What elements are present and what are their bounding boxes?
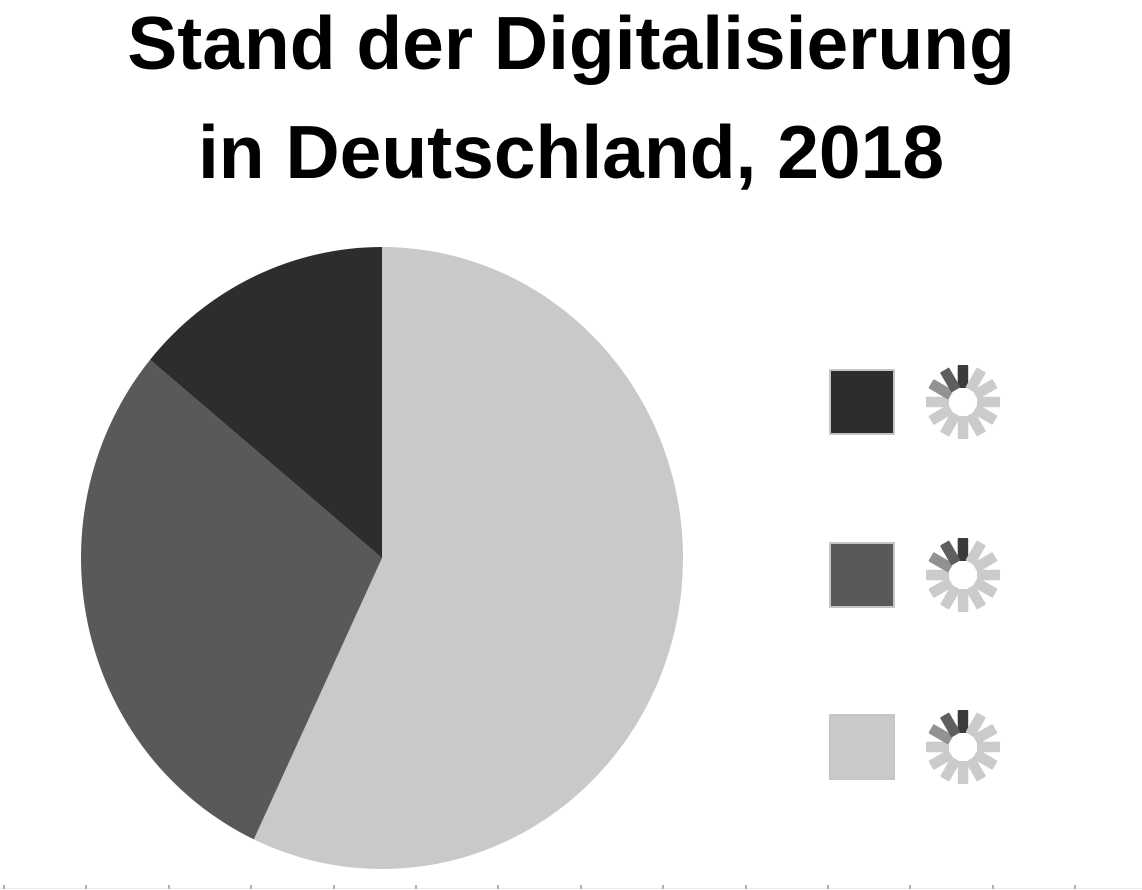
spinner-spoke xyxy=(972,724,998,745)
spinner-spoke xyxy=(928,749,954,770)
tick-mark xyxy=(1074,885,1077,889)
spinner-spoke xyxy=(940,411,961,437)
spinner-spoke xyxy=(965,540,986,565)
pie-slice-2 xyxy=(81,359,382,840)
loading-spinner-icon xyxy=(926,365,1000,439)
spinner-spoke xyxy=(957,365,969,388)
spinner-spoke xyxy=(957,537,969,561)
tick-mark xyxy=(85,885,88,889)
spinner-spoke xyxy=(940,584,961,609)
spinner-spoke xyxy=(926,396,949,408)
spinner-spoke xyxy=(928,577,954,598)
chart-legend xyxy=(829,0,1029,890)
spinner-spoke xyxy=(957,588,969,612)
tick-mark xyxy=(744,885,747,889)
pie-chart-area xyxy=(80,246,684,870)
loading-spinner-icon xyxy=(926,710,1000,784)
spinner-spoke xyxy=(940,712,961,738)
tick-mark xyxy=(415,885,417,889)
pie-chart xyxy=(81,247,684,869)
legend-item-2 xyxy=(829,536,1002,614)
spinner-spoke xyxy=(928,551,954,572)
spinner-spoke xyxy=(977,741,1000,753)
spinner-spoke xyxy=(972,749,998,770)
tick-mark xyxy=(3,885,5,889)
spinner-spoke xyxy=(940,756,961,782)
tick-mark xyxy=(167,885,170,889)
legend-item-1 xyxy=(829,363,1002,441)
pie-slice-1 xyxy=(150,247,382,558)
spinner-spoke xyxy=(940,540,961,565)
spinner-spoke xyxy=(972,577,998,598)
spinner-spoke xyxy=(957,416,969,439)
spinner-spoke xyxy=(965,584,986,609)
spinner-spoke xyxy=(965,712,986,738)
tick-mark xyxy=(662,885,665,889)
legend-swatch xyxy=(829,714,895,780)
spinner-spoke xyxy=(972,379,998,400)
spinner-spoke xyxy=(965,411,986,437)
spinner-spoke xyxy=(928,724,954,745)
legend-swatch xyxy=(829,369,895,435)
loading-spinner-icon xyxy=(926,537,1000,612)
chart-title: Stand der Digitalisierung in Deutschland… xyxy=(0,0,1142,207)
chart-title-line-1: Stand der Digitalisierung xyxy=(127,1,1015,85)
spinner-spoke xyxy=(972,551,998,572)
spinner-spoke xyxy=(926,741,949,753)
tick-mark xyxy=(497,885,500,889)
spinner-spoke xyxy=(928,404,954,425)
spinner-spoke xyxy=(928,379,954,400)
spinner-spoke xyxy=(965,367,986,393)
pie-slice-3 xyxy=(253,247,684,869)
spinner-spoke xyxy=(957,710,969,733)
spinner-spoke xyxy=(940,367,961,393)
spinner-spoke xyxy=(957,761,969,784)
spinner-spoke xyxy=(977,396,1000,408)
spinner-spoke xyxy=(977,569,1000,580)
chart-title-line-2: in Deutschland, 2018 xyxy=(197,110,945,194)
legend-swatch xyxy=(829,541,895,608)
spinner-spoke xyxy=(926,569,949,580)
tick-mark xyxy=(579,885,582,889)
spinner-spoke xyxy=(965,756,986,782)
tick-mark xyxy=(250,885,253,889)
spinner-spoke xyxy=(972,404,998,425)
tick-mark xyxy=(332,885,335,889)
legend-item-3 xyxy=(829,708,1002,786)
